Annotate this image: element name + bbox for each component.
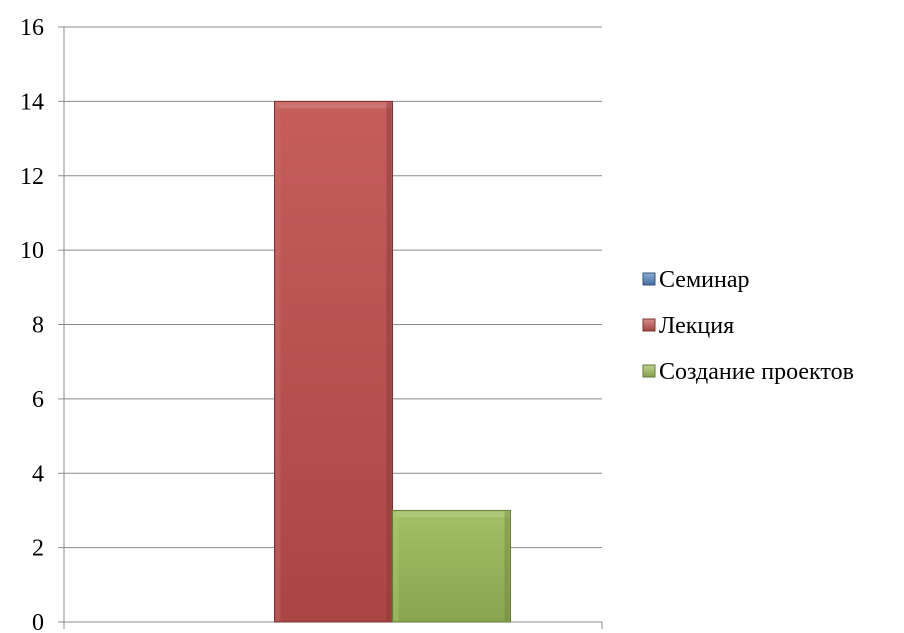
legend-swatch [642,272,656,286]
legend-item: Лекция [642,313,734,339]
bar-лекция [274,100,393,623]
legend-label: Лекция [659,313,734,339]
bars [274,100,511,623]
bar-создание-проектов [392,509,511,623]
y-tick-label: 12 [20,164,44,190]
legend-swatch [642,318,656,332]
bar-bevel-top [393,511,510,518]
bar-bevel-right [504,511,510,621]
bar-bevel-top [275,102,392,109]
legend-item: Семинар [642,267,749,293]
bar-bevel-right [386,102,392,621]
y-tick-label: 0 [32,610,44,633]
y-tick-label: 6 [32,387,44,413]
bar-body [392,509,511,623]
y-tick-label: 10 [20,238,44,264]
bar-bevel-left [275,102,281,621]
y-tick-label: 4 [32,461,44,487]
y-tick-label: 14 [20,89,44,115]
legend-label: Семинар [659,267,749,293]
bar-bevel-left [393,511,399,621]
bar-body [274,100,393,623]
legend-swatch [642,364,656,378]
y-tick-label: 2 [32,536,44,562]
axes: 0 2 4 6 8 10 12 14 16 [20,15,603,633]
legend-label: Создание проектов [659,359,854,385]
legend: Семинар Лекция Создание проектов [642,267,854,385]
legend-item: Создание проектов [642,359,854,385]
y-tick-label: 8 [32,313,44,339]
y-tick-label: 16 [20,15,44,41]
